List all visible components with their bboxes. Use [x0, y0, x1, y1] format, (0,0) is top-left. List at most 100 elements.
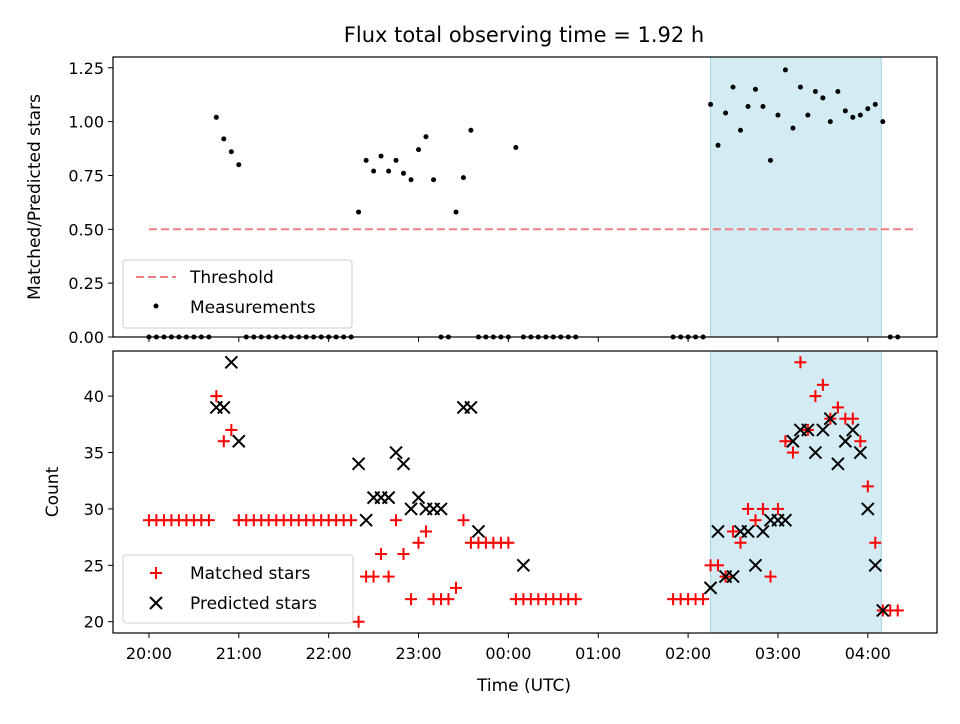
top-y-axis-label: Matched/Predicted stars	[25, 94, 45, 300]
matched-star-point	[854, 435, 867, 448]
measurements-legend-swatch	[153, 303, 159, 309]
bottom-y-tick-label: 20	[84, 613, 104, 632]
measurement-point	[805, 112, 811, 118]
predicted-star-point	[831, 457, 845, 471]
x-tick-label: 02:00	[665, 644, 711, 663]
matched-star-point	[390, 514, 403, 527]
measurement-point	[827, 119, 833, 125]
matched-star-point	[225, 423, 238, 436]
measurement-point	[393, 157, 399, 163]
matched-star-point	[712, 559, 725, 572]
x-tick-label: 00:00	[485, 644, 531, 663]
measurement-point	[408, 177, 414, 183]
measurement-point	[790, 125, 796, 131]
matched-star-point	[831, 401, 844, 414]
matched-star-point	[345, 514, 358, 527]
predicted-star-point	[748, 558, 763, 573]
predicted-star-point	[381, 490, 396, 505]
predicted-star-point	[838, 434, 853, 448]
bottom-panel: 20 25 30 35 40 20:00 21:00 22:00 23:00 00:00 01:0…	[43, 350, 938, 696]
predicted-star-point	[778, 513, 793, 527]
measurement-point	[797, 84, 803, 90]
measurement-point	[842, 108, 848, 114]
predicted-star-point	[404, 502, 418, 516]
matched-star-point	[217, 435, 230, 448]
x-axis-label: Time (UTC)	[476, 676, 571, 696]
measurement-point	[468, 127, 474, 133]
matched-star-point	[202, 514, 215, 527]
predicted-star-point	[232, 434, 246, 448]
predicted-star-point	[471, 524, 486, 539]
matched-star-point	[786, 446, 799, 459]
top-y-tick-label: 1.25	[68, 59, 104, 78]
top-axes-frame	[112, 56, 938, 338]
bottom-legend: Matched stars Predicted stars	[122, 554, 354, 624]
threshold-legend-label: Threshold	[189, 268, 274, 288]
bottom-axes-frame	[112, 350, 938, 634]
predicted-star-point	[868, 558, 882, 573]
top-legend-box	[122, 259, 353, 329]
measurement-point	[416, 147, 422, 153]
measurement-point	[356, 209, 362, 215]
matched-star-point	[382, 570, 395, 583]
x-tick-label: 20:00	[126, 644, 172, 663]
matched-star-point	[375, 548, 388, 561]
matched-star-point	[419, 525, 432, 538]
predicted-star-point	[861, 502, 875, 516]
matched-star-point	[809, 390, 822, 403]
predicted-star-point	[853, 445, 868, 460]
top-legend: Threshold Measurements	[122, 259, 353, 329]
measurement-point	[745, 104, 751, 110]
matched-star-point	[442, 593, 455, 606]
predicted-star-point	[816, 423, 830, 437]
top-y-tick-label: 0.50	[68, 220, 104, 239]
matched-star-point	[502, 536, 515, 549]
predicted-star-point	[464, 400, 478, 415]
measurement-point	[812, 88, 818, 94]
measurement-point	[221, 136, 227, 142]
measurement-point	[371, 168, 377, 174]
matched-star-point	[569, 593, 582, 606]
measurement-point	[857, 112, 863, 118]
top-y-tick-label: 0.25	[68, 274, 104, 293]
predicted-star-point	[217, 400, 231, 415]
matched-star-point	[869, 536, 882, 549]
matched-legend-swatch	[150, 567, 162, 579]
top-panel: 0.00 0.25 0.50 0.75 1.00 1.25 Matched/Predict…	[25, 56, 938, 347]
bottom-legend-box	[122, 554, 354, 624]
predicted-star-point	[726, 569, 740, 584]
measurement-point	[737, 127, 743, 133]
matched-star-point	[861, 480, 874, 493]
x-tick-label: 03:00	[755, 644, 801, 663]
predicted-star-point	[396, 457, 411, 471]
measurement-point	[752, 86, 758, 92]
matched-star-point	[210, 390, 223, 403]
predicted-star-point	[359, 513, 373, 527]
matched-star-point	[749, 514, 762, 527]
measurement-point	[880, 119, 886, 125]
predicted-star-point	[741, 524, 755, 539]
measurement-point	[401, 170, 407, 176]
measurement-point	[730, 84, 736, 90]
top-y-tick-label: 1.00	[68, 113, 104, 132]
matched-star-point	[397, 548, 410, 561]
measurement-point	[423, 134, 429, 140]
matched-legend-label: Matched stars	[190, 564, 310, 584]
predicted-star-point	[224, 355, 239, 369]
x-tick-label: 23:00	[395, 644, 441, 663]
x-tick-label: 21:00	[216, 644, 262, 663]
predicted-star-point	[756, 524, 770, 539]
measurement-point	[460, 175, 466, 181]
matched-star-point	[794, 356, 807, 369]
matched-star-point	[742, 502, 755, 515]
matched-star-point	[846, 412, 859, 425]
matched-star-point	[727, 525, 740, 538]
chart-title: Flux total observing time = 1.92 h	[344, 23, 704, 47]
predicted-star-point	[846, 423, 860, 437]
bottom-y-axis-label: Count	[43, 466, 63, 517]
measurement-point	[782, 67, 788, 73]
matched-star-point	[734, 536, 747, 549]
matched-star-point	[771, 502, 784, 515]
matched-star-point	[457, 514, 470, 527]
